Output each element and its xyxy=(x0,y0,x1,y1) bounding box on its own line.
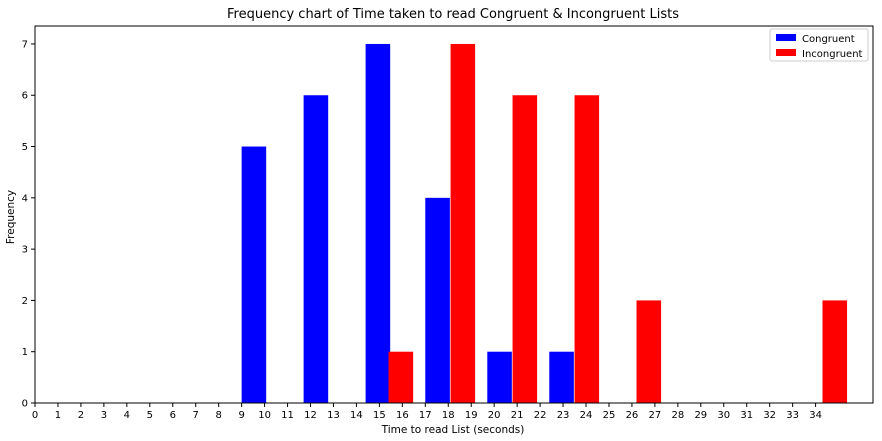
bar-congruent-3 xyxy=(425,197,450,403)
bars-group xyxy=(241,43,848,403)
ticks-group: 0 1 2 3 4 5 6 7 8 9 10 11 12 13 14 15 16 17 18 19 20 21 22 23 24… xyxy=(22,39,822,421)
axes-group xyxy=(34,25,874,404)
y-tick-label: 4 xyxy=(22,193,28,204)
x-tick-label: 3 xyxy=(101,410,107,421)
legend: Congruent Incongruent xyxy=(769,28,869,62)
plot-frame xyxy=(34,25,874,404)
y-tick-label: 5 xyxy=(22,142,28,153)
x-tick-label: 7 xyxy=(193,410,199,421)
x-tick-label: 4 xyxy=(124,410,130,421)
y-tick-label: 7 xyxy=(22,39,28,50)
y-tick-label: 3 xyxy=(22,245,28,256)
x-tick-label: 17 xyxy=(419,410,432,421)
bar-congruent-5 xyxy=(549,351,574,403)
bar-congruent-1 xyxy=(303,95,329,403)
y-tick-label: 0 xyxy=(22,399,28,410)
x-tick-label: 21 xyxy=(511,410,524,421)
legend-label-congruent: Congruent xyxy=(802,34,855,45)
x-tick-label: 1 xyxy=(55,410,61,421)
x-tick-label: 29 xyxy=(694,410,707,421)
x-tick-label: 27 xyxy=(649,410,662,421)
bar-incongruent-0 xyxy=(388,351,414,403)
y-tick-label: 2 xyxy=(22,296,28,307)
x-tick-label: 5 xyxy=(147,410,153,421)
x-tick-label: 15 xyxy=(373,410,386,421)
bar-incongruent-4 xyxy=(636,300,662,403)
x-tick-label: 33 xyxy=(786,410,799,421)
x-tick-label: 13 xyxy=(327,410,340,421)
x-tick-label: 8 xyxy=(215,410,221,421)
x-tick-label: 18 xyxy=(442,410,455,421)
bar-incongruent-2 xyxy=(512,95,538,403)
x-tick-label: 32 xyxy=(763,410,776,421)
x-tick-label: 30 xyxy=(717,410,730,421)
x-tick-label: 0 xyxy=(32,410,38,421)
x-tick-label: 26 xyxy=(626,410,639,421)
x-tick-label: 34 xyxy=(809,410,822,421)
bar-incongruent-1 xyxy=(450,43,476,403)
y-axis-label: Frequency xyxy=(5,190,17,244)
x-tick-label: 6 xyxy=(170,410,176,421)
x-tick-label: 14 xyxy=(350,410,363,421)
legend-swatch-incongruent xyxy=(776,49,796,56)
legend-label-incongruent: Incongruent xyxy=(802,49,863,60)
y-tick-label: 1 xyxy=(22,347,28,358)
x-tick-label: 16 xyxy=(396,410,409,421)
x-tick-label: 2 xyxy=(78,410,84,421)
bar-congruent-0 xyxy=(241,146,267,403)
y-tick-label: 6 xyxy=(22,91,28,102)
x-tick-label: 9 xyxy=(238,410,244,421)
x-tick-label: 25 xyxy=(603,410,616,421)
x-tick-label: 10 xyxy=(258,410,271,421)
x-tick-label: 28 xyxy=(671,410,684,421)
x-tick-label: 19 xyxy=(465,410,478,421)
x-tick-label: 12 xyxy=(304,410,317,421)
bar-incongruent-3 xyxy=(574,95,600,403)
x-tick-label: 22 xyxy=(534,410,547,421)
x-tick-label: 31 xyxy=(740,410,753,421)
bar-incongruent-5 xyxy=(822,300,848,403)
x-tick-label: 11 xyxy=(281,410,294,421)
x-tick-label: 24 xyxy=(580,410,593,421)
legend-swatch-congruent xyxy=(776,34,796,41)
x-tick-label: 20 xyxy=(488,410,501,421)
x-axis-label: Time to read List (seconds) xyxy=(381,424,525,436)
x-tick-label: 23 xyxy=(557,410,570,421)
bar-congruent-4 xyxy=(487,351,512,403)
bar-congruent-2 xyxy=(365,43,391,403)
chart-title: Frequency chart of Time taken to read Co… xyxy=(227,7,679,22)
